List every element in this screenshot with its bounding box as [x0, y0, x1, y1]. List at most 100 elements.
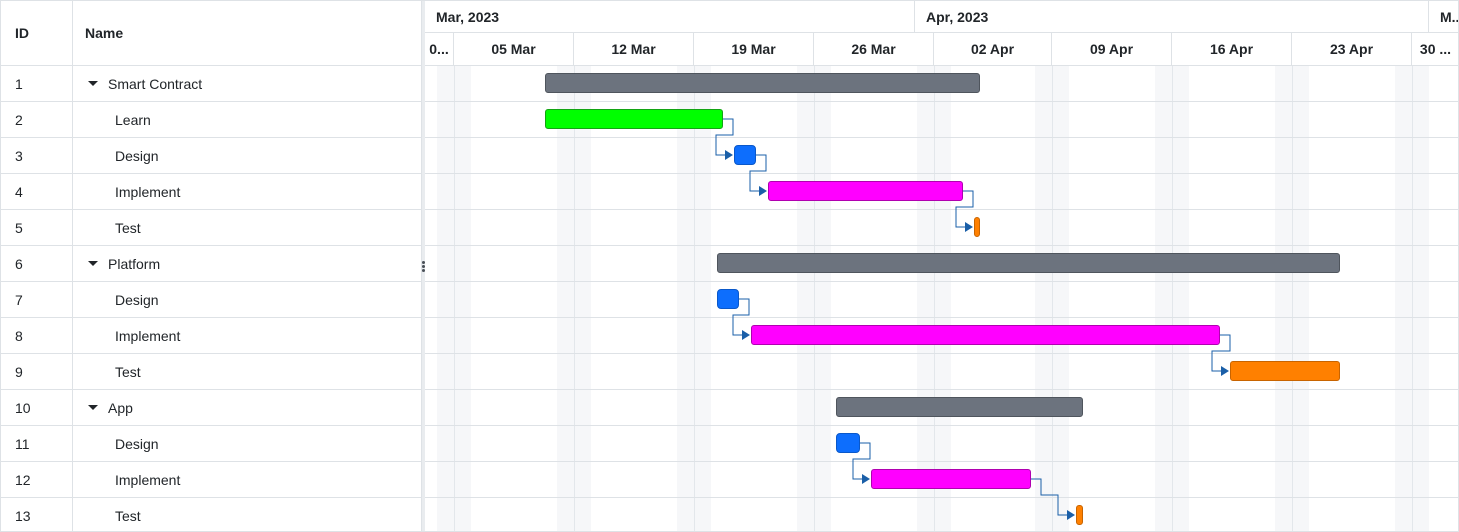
- grid-row[interactable]: 13 Test: [1, 498, 421, 531]
- grid-row[interactable]: 11 Design: [1, 426, 421, 462]
- column-header-name[interactable]: Name: [85, 25, 124, 41]
- week-gridline: [1172, 66, 1173, 531]
- task-name-cell: Implement: [115, 328, 181, 344]
- task-id-cell: 2: [15, 112, 23, 128]
- task-bar[interactable]: [734, 145, 756, 165]
- task-name-cell: Platform: [108, 256, 161, 272]
- task-name-cell: Test: [115, 220, 141, 236]
- task-bar[interactable]: [545, 109, 723, 129]
- task-name-cell: Design: [115, 436, 159, 452]
- week-header: 30 ...: [1412, 33, 1458, 66]
- task-grid: ID Name 1 Smart Contract 2 Learn 3 Design 4 Imp…: [1, 1, 421, 531]
- task-name-cell: Implement: [115, 184, 181, 200]
- row-gridline: [425, 245, 1458, 246]
- task-id-cell: 5: [15, 220, 23, 236]
- task-id-cell: 9: [15, 364, 23, 380]
- splitter-grip-dot: [422, 265, 425, 268]
- month-header: M...: [1429, 1, 1458, 33]
- week-header: 12 Mar: [574, 33, 694, 66]
- grid-row[interactable]: 2 Learn: [1, 102, 421, 138]
- splitter-grip-dot: [422, 261, 425, 264]
- collapse-caret-icon[interactable]: [88, 261, 98, 266]
- task-bar[interactable]: [751, 325, 1220, 345]
- task-name-cell: Smart Contract: [108, 76, 203, 92]
- task-name-cell: Design: [115, 148, 159, 164]
- week-gridline: [814, 66, 815, 531]
- grid-row[interactable]: 12 Implement: [1, 462, 421, 498]
- task-bar[interactable]: [1076, 505, 1083, 525]
- dependency-arrow-icon: [742, 330, 750, 340]
- row-gridline: [425, 173, 1458, 174]
- dependency-arrow-icon: [862, 474, 870, 484]
- week-header: 09 Apr: [1052, 33, 1172, 66]
- month-header: Apr, 2023: [915, 1, 1429, 33]
- task-name-cell: Test: [115, 364, 141, 380]
- column-header-id[interactable]: ID: [15, 25, 29, 41]
- dependency-arrow-icon: [965, 222, 973, 232]
- grid-row[interactable]: 8 Implement: [1, 318, 421, 354]
- dependency-arrow-icon: [725, 150, 733, 160]
- task-id-cell: 6: [15, 256, 23, 272]
- row-gridline: [425, 461, 1458, 462]
- task-bar[interactable]: [717, 253, 1340, 273]
- week-gridline: [934, 66, 935, 531]
- grid-row[interactable]: 1 Smart Contract: [1, 66, 421, 102]
- task-bar[interactable]: [871, 469, 1031, 489]
- task-name-cell: Design: [115, 292, 159, 308]
- grid-row[interactable]: 3 Design: [1, 138, 421, 174]
- task-id-cell: 1: [15, 76, 23, 92]
- dependency-arrow-icon: [759, 186, 767, 196]
- task-id-cell: 12: [15, 472, 31, 488]
- row-gridline: [425, 353, 1458, 354]
- week-header: 26 Mar: [814, 33, 934, 66]
- grid-row[interactable]: 7 Design: [1, 282, 421, 318]
- collapse-caret-icon[interactable]: [88, 81, 98, 86]
- task-name-cell: Implement: [115, 472, 181, 488]
- week-gridline: [454, 66, 455, 531]
- collapse-caret-icon[interactable]: [88, 405, 98, 410]
- task-bar[interactable]: [768, 181, 963, 201]
- task-name-cell: App: [108, 400, 133, 416]
- week-header: 05 Mar: [454, 33, 574, 66]
- task-id-cell: 10: [15, 400, 31, 416]
- row-gridline: [425, 425, 1458, 426]
- task-bar[interactable]: [974, 217, 980, 237]
- task-bar[interactable]: [836, 397, 1083, 417]
- task-bar[interactable]: [836, 433, 860, 453]
- week-gridline: [1052, 66, 1053, 531]
- grid-row[interactable]: 4 Implement: [1, 174, 421, 210]
- grid-row[interactable]: 6 Platform: [1, 246, 421, 282]
- week-gridline: [694, 66, 695, 531]
- row-gridline: [425, 281, 1458, 282]
- task-id-cell: 13: [15, 508, 31, 524]
- task-id-cell: 4: [15, 184, 23, 200]
- week-header: 02 Apr: [934, 33, 1052, 66]
- task-bar[interactable]: [545, 73, 980, 93]
- task-id-cell: 3: [15, 148, 23, 164]
- week-gridline: [1292, 66, 1293, 531]
- grid-row[interactable]: 9 Test: [1, 354, 421, 390]
- week-gridline: [574, 66, 575, 531]
- task-name-cell: Test: [115, 508, 141, 524]
- panel-splitter[interactable]: [421, 1, 425, 531]
- row-gridline: [425, 389, 1458, 390]
- task-id-cell: 7: [15, 292, 23, 308]
- row-gridline: [425, 137, 1458, 138]
- week-header: 19 Mar: [694, 33, 814, 66]
- week-header: 0...: [425, 33, 454, 66]
- row-gridline: [425, 317, 1458, 318]
- month-header: Mar, 2023: [425, 1, 915, 33]
- grid-header: ID Name: [1, 1, 421, 66]
- splitter-grip-dot: [422, 269, 425, 272]
- week-header: 23 Apr: [1292, 33, 1412, 66]
- task-bar[interactable]: [1230, 361, 1340, 381]
- grid-row[interactable]: 10 App: [1, 390, 421, 426]
- dependency-arrow-icon: [1221, 366, 1229, 376]
- task-id-cell: 11: [15, 436, 30, 452]
- row-gridline: [425, 209, 1458, 210]
- grid-row[interactable]: 5 Test: [1, 210, 421, 246]
- column-divider[interactable]: [72, 1, 73, 531]
- task-bar[interactable]: [717, 289, 739, 309]
- week-header: 16 Apr: [1172, 33, 1292, 66]
